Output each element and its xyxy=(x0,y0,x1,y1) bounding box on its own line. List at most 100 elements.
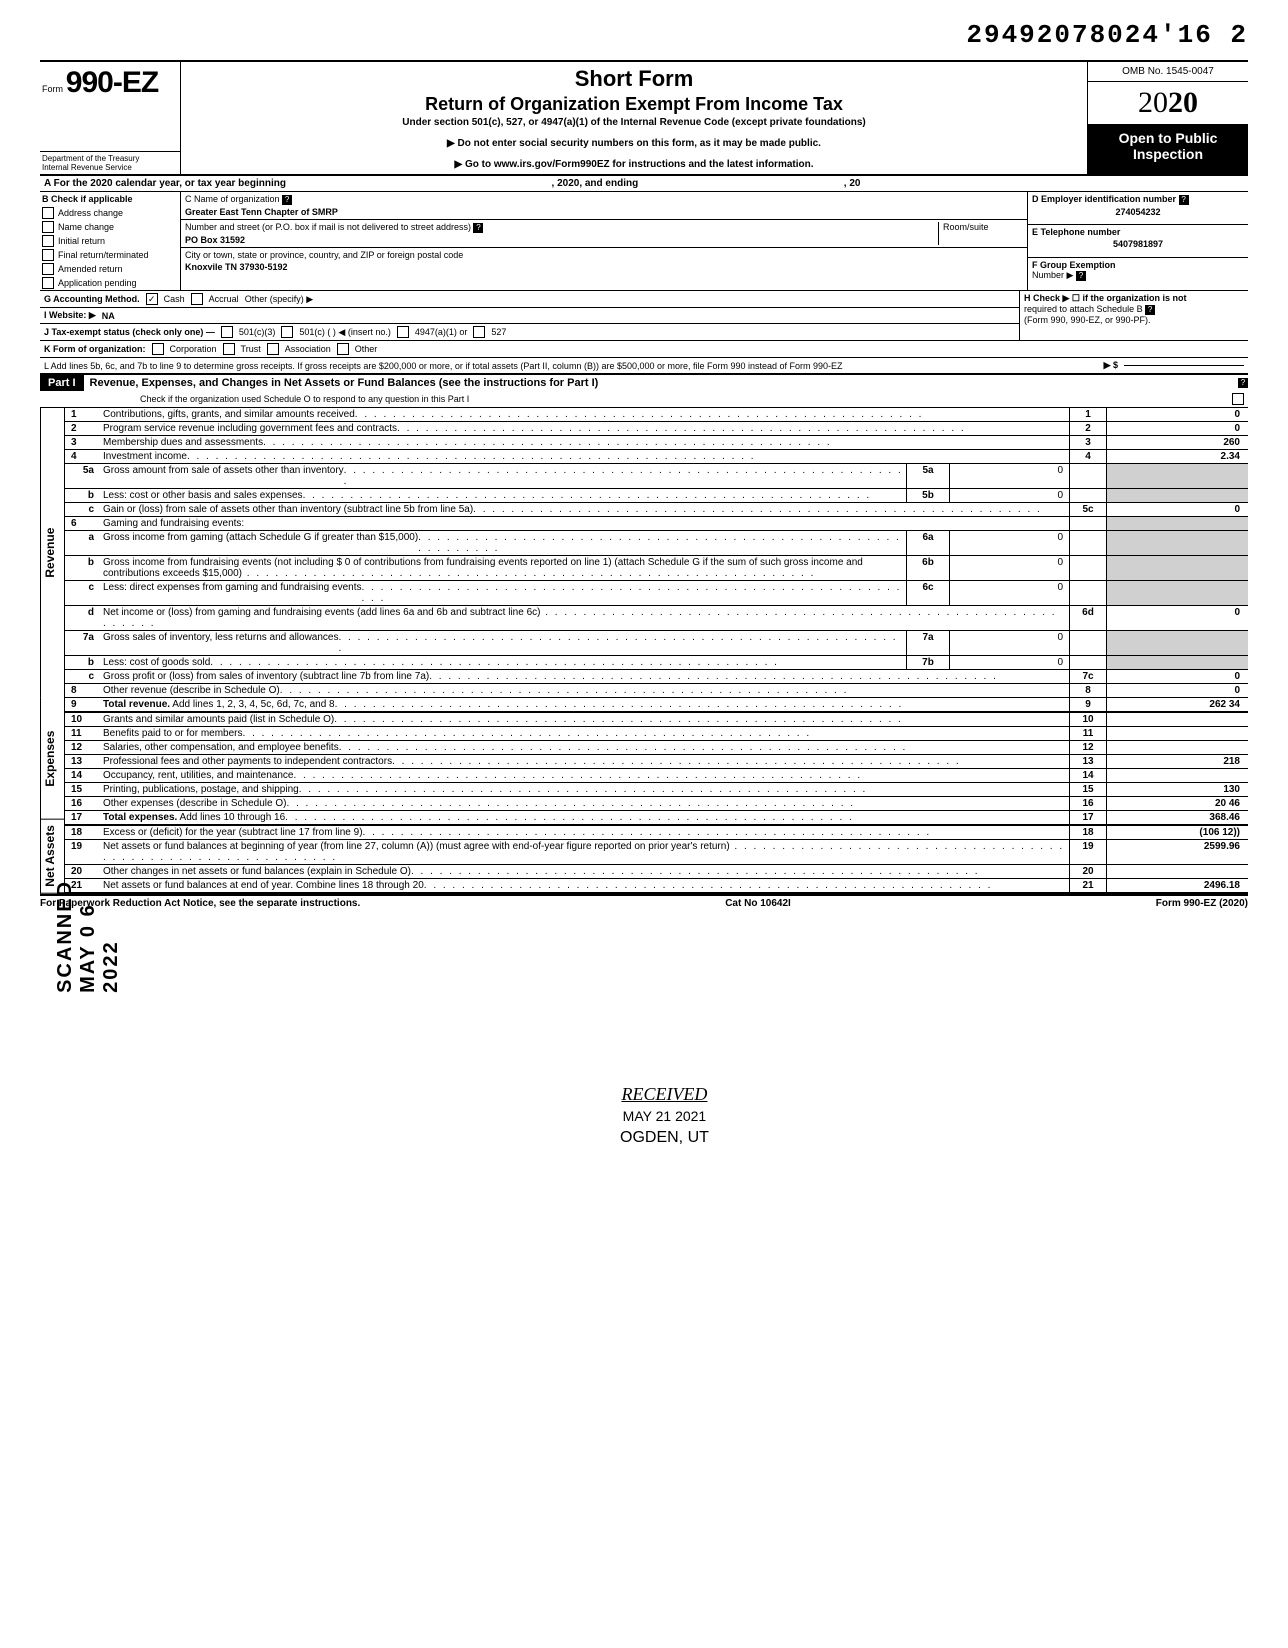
right-num-shaded xyxy=(1070,581,1107,606)
right-line-value: 0 xyxy=(1107,408,1249,422)
line-description: Gross income from fundraising events (no… xyxy=(100,556,907,581)
right-line-value: 130 xyxy=(1107,783,1249,797)
right-line-value: 0 xyxy=(1107,503,1249,517)
line-number: c xyxy=(65,670,100,684)
checkbox-pending[interactable] xyxy=(42,277,54,289)
part-i-schedule-o-text: Check if the organization used Schedule … xyxy=(140,394,469,404)
checkbox-4947[interactable] xyxy=(397,326,409,338)
document-id-number: 29492078024'16 2 xyxy=(40,20,1248,50)
table-row: bGross income from fundraising events (n… xyxy=(65,556,1248,581)
checkbox-schedule-o[interactable] xyxy=(1232,393,1244,405)
line-description: Net assets or fund balances at beginning… xyxy=(100,840,1070,865)
schedule-b-line3: (Form 990, 990-EZ, or 990-PF). xyxy=(1024,315,1244,325)
mid-line-value: 0 xyxy=(950,631,1070,656)
omb-number: OMB No. 1545-0047 xyxy=(1088,62,1248,82)
label-501c3: 501(c)(3) xyxy=(239,327,276,337)
right-num-shaded xyxy=(1070,489,1107,503)
mid-line-number: 7b xyxy=(907,656,950,670)
table-row: 9Total revenue. Add lines 1, 2, 3, 4, 5c… xyxy=(65,698,1248,713)
right-line-value: 2496.18 xyxy=(1107,879,1249,894)
help-icon[interactable]: ? xyxy=(1179,195,1189,205)
right-line-value: 368.46 xyxy=(1107,811,1249,826)
form-lines-table: 1Contributions, gifts, grants, and simil… xyxy=(65,408,1248,894)
expenses-side-label: Expenses xyxy=(40,698,64,820)
checkbox-association[interactable] xyxy=(267,343,279,355)
line-number: b xyxy=(65,656,100,670)
table-row: 12Salaries, other compensation, and empl… xyxy=(65,741,1248,755)
table-row: 4Investment income . . . . . . . . . . .… xyxy=(65,450,1248,464)
checkbox-address-change[interactable] xyxy=(42,207,54,219)
table-row: 3Membership dues and assessments . . . .… xyxy=(65,436,1248,450)
table-row: cGross profit or (loss) from sales of in… xyxy=(65,670,1248,684)
right-val-shaded xyxy=(1107,464,1249,489)
line-description: Membership dues and assessments . . . . … xyxy=(100,436,1070,450)
table-row: 10Grants and similar amounts paid (list … xyxy=(65,712,1248,727)
website-label: I Website: ▶ xyxy=(44,310,96,321)
no-ssn-text: ▶ Do not enter social security numbers o… xyxy=(191,138,1077,149)
right-num-shaded xyxy=(1070,631,1107,656)
schedule-b-line2: required to attach Schedule B xyxy=(1024,304,1143,314)
help-icon[interactable]: ? xyxy=(282,195,292,205)
phone-label: E Telephone number xyxy=(1032,227,1244,237)
accounting-method-label: G Accounting Method. xyxy=(44,294,140,304)
table-row: 8Other revenue (describe in Schedule O) … xyxy=(65,684,1248,698)
line-description: Other expenses (describe in Schedule O) … xyxy=(100,797,1070,811)
received-line1: RECEIVED xyxy=(620,1082,709,1107)
line-description: Printing, publications, postage, and shi… xyxy=(100,783,1070,797)
mid-line-value: 0 xyxy=(950,656,1070,670)
right-line-number: 6d xyxy=(1070,606,1107,631)
help-icon[interactable]: ? xyxy=(1145,305,1155,315)
table-row: 14Occupancy, rent, utilities, and mainte… xyxy=(65,769,1248,783)
line-number: 18 xyxy=(65,825,100,840)
city-value: Knoxvile TN 37930-5192 xyxy=(185,260,1023,272)
mid-line-number: 5b xyxy=(907,489,950,503)
checkbox-amended[interactable] xyxy=(42,263,54,275)
label-address-change: Address change xyxy=(58,208,123,218)
checkbox-accrual[interactable] xyxy=(191,293,203,305)
checkbox-name-change[interactable] xyxy=(42,221,54,233)
help-icon[interactable]: ? xyxy=(1076,271,1086,281)
table-row: dNet income or (loss) from gaming and fu… xyxy=(65,606,1248,631)
right-line-value: 218 xyxy=(1107,755,1249,769)
under-section-text: Under section 501(c), 527, or 4947(a)(1)… xyxy=(191,117,1077,128)
label-name-change: Name change xyxy=(58,222,114,232)
table-row: 5aGross amount from sale of assets other… xyxy=(65,464,1248,489)
table-row: 20Other changes in net assets or fund ba… xyxy=(65,865,1248,879)
line-description: Less: cost or other basis and sales expe… xyxy=(100,489,907,503)
checkbox-corporation[interactable] xyxy=(152,343,164,355)
checkbox-trust[interactable] xyxy=(223,343,235,355)
line-number: 15 xyxy=(65,783,100,797)
label-corporation: Corporation xyxy=(170,344,217,354)
right-line-value: 262 34 xyxy=(1107,698,1249,713)
open-public-line1: Open to Public xyxy=(1088,130,1248,146)
group-exemption-label: F Group Exemption xyxy=(1032,260,1116,270)
checkbox-final-return[interactable] xyxy=(42,249,54,261)
checkbox-501c3[interactable] xyxy=(221,326,233,338)
checkbox-initial-return[interactable] xyxy=(42,235,54,247)
schedule-b-line1: H Check ▶ ☐ if the organization is not xyxy=(1024,293,1244,304)
checkbox-other-org[interactable] xyxy=(337,343,349,355)
checkbox-cash[interactable]: ✓ xyxy=(146,293,158,305)
right-num-shaded xyxy=(1070,531,1107,556)
mid-line-number: 7a xyxy=(907,631,950,656)
part-i-title: Revenue, Expenses, and Changes in Net As… xyxy=(84,375,1238,391)
entity-info-block: B Check if applicable Address change Nam… xyxy=(40,192,1248,291)
open-public-label: Open to Public Inspection xyxy=(1088,124,1248,174)
right-line-number: 1 xyxy=(1070,408,1107,422)
checkbox-527[interactable] xyxy=(473,326,485,338)
label-trust: Trust xyxy=(241,344,261,354)
right-line-value: 2599.96 xyxy=(1107,840,1249,865)
street-label: Number and street (or P.O. box if mail i… xyxy=(185,222,471,232)
room-label: Room/suite xyxy=(943,222,1023,232)
help-icon[interactable]: ? xyxy=(1238,378,1248,388)
line-description: Less: direct expenses from gaming and fu… xyxy=(100,581,907,606)
line-description: Salaries, other compensation, and employ… xyxy=(100,741,1070,755)
section-a: A For the 2020 calendar year, or tax yea… xyxy=(40,176,1248,191)
name-label: C Name of organization xyxy=(185,194,280,204)
line-number: 14 xyxy=(65,769,100,783)
help-icon[interactable]: ? xyxy=(473,223,483,233)
table-row: 13Professional fees and other payments t… xyxy=(65,755,1248,769)
mid-line-number: 5a xyxy=(907,464,950,489)
right-line-number: 15 xyxy=(1070,783,1107,797)
checkbox-501c[interactable] xyxy=(281,326,293,338)
